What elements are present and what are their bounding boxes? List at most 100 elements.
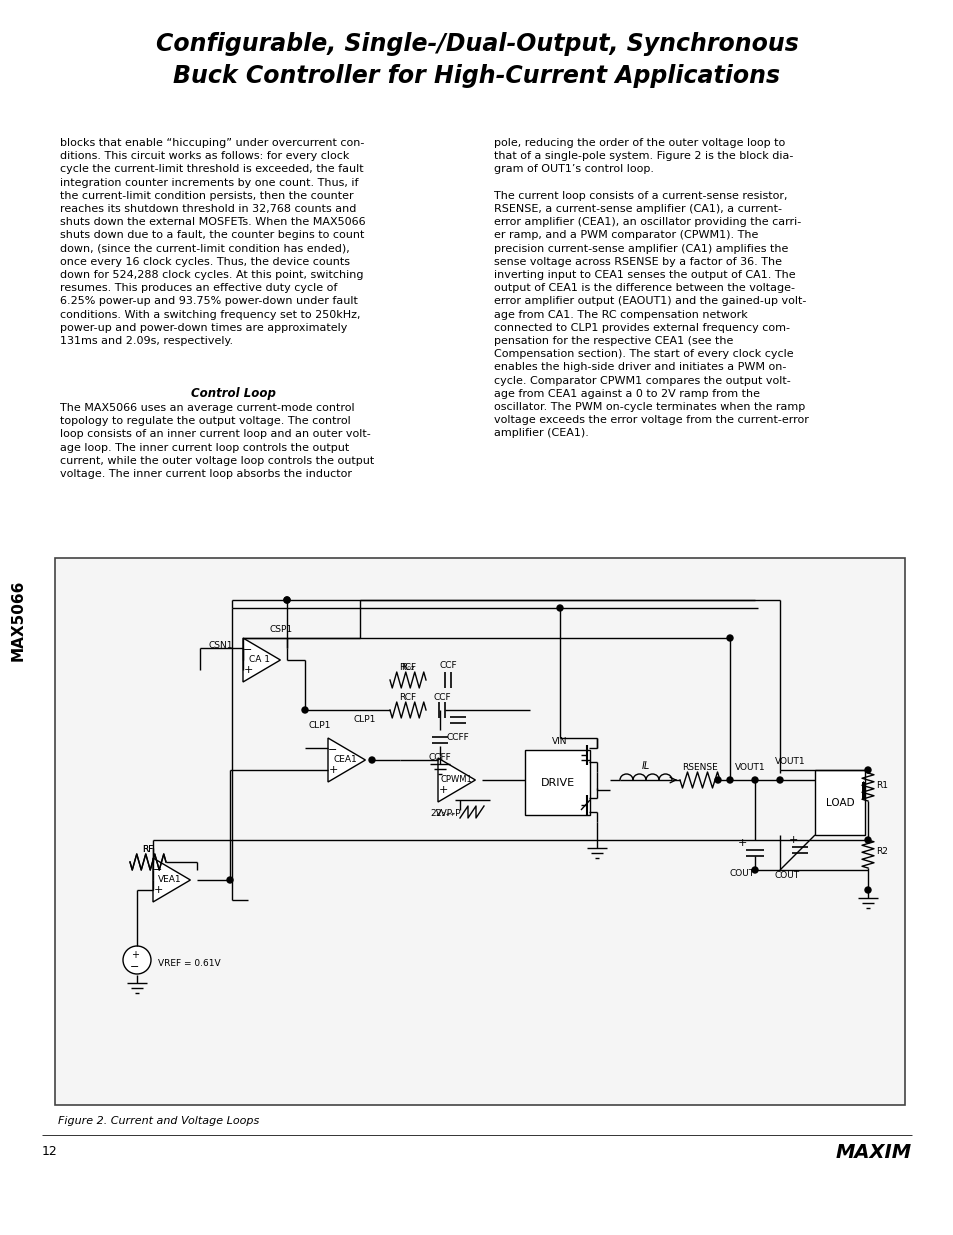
Text: Configurable, Single-/Dual-Output, Synchronous: Configurable, Single-/Dual-Output, Synch… [155,32,798,56]
Text: +: + [437,785,447,795]
Text: Buck Controller for High-Current Applications: Buck Controller for High-Current Applica… [173,64,780,88]
Circle shape [123,946,151,974]
Text: once every 16 clock cycles. Thus, the device counts: once every 16 clock cycles. Thus, the de… [60,257,350,267]
Text: sense voltage across RSENSE by a factor of 36. The: sense voltage across RSENSE by a factor … [494,257,781,267]
Circle shape [751,777,758,783]
Text: blocks that enable “hiccuping” under overcurrent con-: blocks that enable “hiccuping” under ove… [60,138,364,148]
Text: cycle. Comparator CPWM1 compares the output volt-: cycle. Comparator CPWM1 compares the out… [494,375,790,385]
Text: CSN1: CSN1 [209,641,233,650]
Text: that of a single-pole system. Figure 2 is the block dia-: that of a single-pole system. Figure 2 i… [494,151,793,162]
Text: age from CEA1 against a 0 to 2V ramp from the: age from CEA1 against a 0 to 2V ramp fro… [494,389,760,399]
Text: The MAX5066 uses an average current-mode control: The MAX5066 uses an average current-mode… [60,403,355,412]
Polygon shape [243,638,280,682]
Circle shape [751,867,758,873]
Text: 131ms and 2.09s, respectively.: 131ms and 2.09s, respectively. [60,336,233,346]
Text: voltage exceeds the error voltage from the current-error: voltage exceeds the error voltage from t… [494,415,808,425]
Text: output of CEA1 is the difference between the voltage-: output of CEA1 is the difference between… [494,283,794,293]
Text: CLP1: CLP1 [354,715,375,725]
Text: Figure 2. Current and Voltage Loops: Figure 2. Current and Voltage Loops [58,1116,259,1126]
Circle shape [864,887,870,893]
Text: Control Loop: Control Loop [191,387,275,400]
Text: pole, reducing the order of the outer voltage loop to: pole, reducing the order of the outer vo… [494,138,784,148]
Text: VOUT1: VOUT1 [774,757,804,767]
Circle shape [864,837,870,844]
Text: conditions. With a switching frequency set to 250kHz,: conditions. With a switching frequency s… [60,310,360,320]
Polygon shape [152,858,191,902]
Text: age from CA1. The RC compensation network: age from CA1. The RC compensation networ… [494,310,747,320]
Text: VOUT1: VOUT1 [734,763,764,773]
Text: age loop. The inner current loop controls the output: age loop. The inner current loop control… [60,442,349,452]
Text: 2VP-P: 2VP-P [435,809,460,818]
Text: precision current-sense amplifier (CA1) amplifies the: precision current-sense amplifier (CA1) … [494,243,787,253]
Text: enables the high-side driver and initiates a PWM on-: enables the high-side driver and initiat… [494,362,785,373]
Text: +: + [131,950,139,960]
Text: +: + [328,764,337,776]
Text: VREF = 0.61V: VREF = 0.61V [158,958,220,967]
Text: gram of OUT1’s control loop.: gram of OUT1’s control loop. [494,164,654,174]
Text: −: − [437,764,447,776]
Circle shape [284,597,290,603]
Text: connected to CLP1 provides external frequency com-: connected to CLP1 provides external freq… [494,322,789,332]
Circle shape [864,767,870,773]
Circle shape [726,777,732,783]
Text: current, while the outer voltage loop controls the output: current, while the outer voltage loop co… [60,456,374,466]
Circle shape [302,706,308,713]
Text: RCF: RCF [399,663,416,673]
Text: Compensation section). The start of every clock cycle: Compensation section). The start of ever… [494,350,793,359]
Text: LOAD: LOAD [825,798,854,808]
Text: −: − [153,864,163,876]
Circle shape [369,757,375,763]
Text: resumes. This produces an effective duty cycle of: resumes. This produces an effective duty… [60,283,337,293]
Text: CEA1: CEA1 [333,756,356,764]
Text: RF: RF [142,846,153,855]
Text: RF: RF [142,845,153,853]
Text: +: + [737,839,746,848]
Text: COUT: COUT [729,869,754,878]
Text: DRIVE: DRIVE [539,778,574,788]
Text: ditions. This circuit works as follows: for every clock: ditions. This circuit works as follows: … [60,151,349,162]
Text: error amplifier (CEA1), an oscillator providing the carri-: error amplifier (CEA1), an oscillator pr… [494,217,801,227]
Text: 6.25% power-up and 93.75% power-down under fault: 6.25% power-up and 93.75% power-down und… [60,296,357,306]
Circle shape [284,597,290,603]
Text: The current loop consists of a current-sense resistor,: The current loop consists of a current-s… [494,190,786,201]
Text: cycle the current-limit threshold is exceeded, the fault: cycle the current-limit threshold is exc… [60,164,363,174]
Text: IL: IL [641,761,649,771]
Circle shape [227,877,233,883]
Text: R1: R1 [875,781,887,789]
Circle shape [714,777,720,783]
Text: error amplifier output (EAOUT1) and the gained-up volt-: error amplifier output (EAOUT1) and the … [494,296,805,306]
Text: +: + [243,664,253,676]
Text: down, (since the current-limit condition has ended),: down, (since the current-limit condition… [60,243,350,253]
Polygon shape [437,758,475,802]
Text: pensation for the respective CEA1 (see the: pensation for the respective CEA1 (see t… [494,336,733,346]
Text: 12: 12 [42,1145,58,1158]
Text: CCFF: CCFF [446,734,469,742]
Text: RSENSE: RSENSE [681,762,717,772]
Circle shape [557,605,562,611]
Text: CCF: CCF [438,662,456,671]
Bar [814,769,864,835]
Text: shuts down due to a fault, the counter begins to count: shuts down due to a fault, the counter b… [60,231,364,241]
Circle shape [726,635,732,641]
Text: VEA1: VEA1 [158,876,182,884]
Text: inverting input to CEA1 senses the output of CA1. The: inverting input to CEA1 senses the outpu… [494,270,795,280]
Text: shuts down the external MOSFETs. When the MAX5066: shuts down the external MOSFETs. When th… [60,217,365,227]
Text: amplifier (CEA1).: amplifier (CEA1). [494,429,588,438]
Text: COUT: COUT [774,871,799,879]
Text: topology to regulate the output voltage. The control: topology to regulate the output voltage.… [60,416,351,426]
Text: +: + [787,835,797,845]
Text: the current-limit condition persists, then the counter: the current-limit condition persists, th… [60,190,354,201]
Text: VIN: VIN [552,737,567,746]
Text: oscillator. The PWM on-cycle terminates when the ramp: oscillator. The PWM on-cycle terminates … [494,403,804,412]
Text: voltage. The inner current loop absorbs the inductor: voltage. The inner current loop absorbs … [60,469,352,479]
Text: RSENSE, a current-sense amplifier (CA1), a current-: RSENSE, a current-sense amplifier (CA1),… [494,204,781,214]
Text: integration counter increments by one count. Thus, if: integration counter increments by one co… [60,178,358,188]
Text: +: + [153,885,163,895]
Text: −: − [131,962,139,972]
Bar [55,558,904,1105]
Text: CA 1: CA 1 [250,656,271,664]
Text: CSP1: CSP1 [270,625,293,635]
Text: R2: R2 [875,847,887,857]
Text: −: − [328,745,337,755]
Text: CPWM1: CPWM1 [439,776,472,784]
